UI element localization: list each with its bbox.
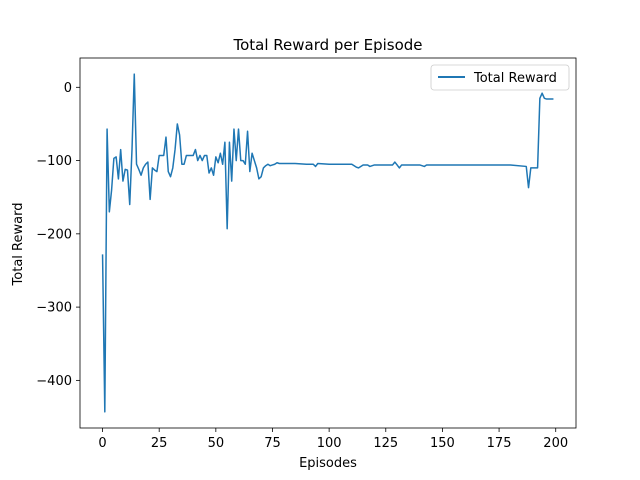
x-tick-label: 200	[543, 436, 568, 451]
x-tick-label: 150	[430, 436, 455, 451]
x-axis-label: Episodes	[299, 456, 357, 471]
x-tick-label: 125	[373, 436, 398, 451]
x-axis: 0 25 50 75 100 125 150 175 200	[98, 428, 568, 451]
legend-label-total-reward: Total Reward	[473, 71, 557, 86]
y-tick-label: −400	[36, 374, 72, 389]
x-tick-label: 0	[98, 436, 106, 451]
y-tick-label: 0	[64, 81, 72, 96]
plot-area: 0 25 50 75 100 125 150 175 200 0 −100 −200 −300 −400	[36, 57, 577, 451]
x-tick-label: 175	[487, 436, 512, 451]
x-tick-label: 25	[151, 436, 168, 451]
y-axis-label: Total Reward	[11, 203, 26, 287]
y-tick-label: −100	[36, 154, 72, 169]
chart-title: Total Reward per Episode	[232, 36, 422, 54]
y-axis: 0 −100 −200 −300 −400	[36, 81, 80, 389]
x-tick-label: 50	[208, 436, 225, 451]
y-tick-label: −200	[36, 227, 72, 242]
x-tick-label: 100	[317, 436, 342, 451]
x-tick-label: 75	[264, 436, 281, 451]
series-line-total-reward	[101, 73, 554, 413]
legend: Total Reward	[430, 64, 570, 91]
plot-frame	[79, 57, 577, 429]
legend-box	[430, 64, 570, 91]
y-tick-label: −300	[36, 301, 72, 316]
